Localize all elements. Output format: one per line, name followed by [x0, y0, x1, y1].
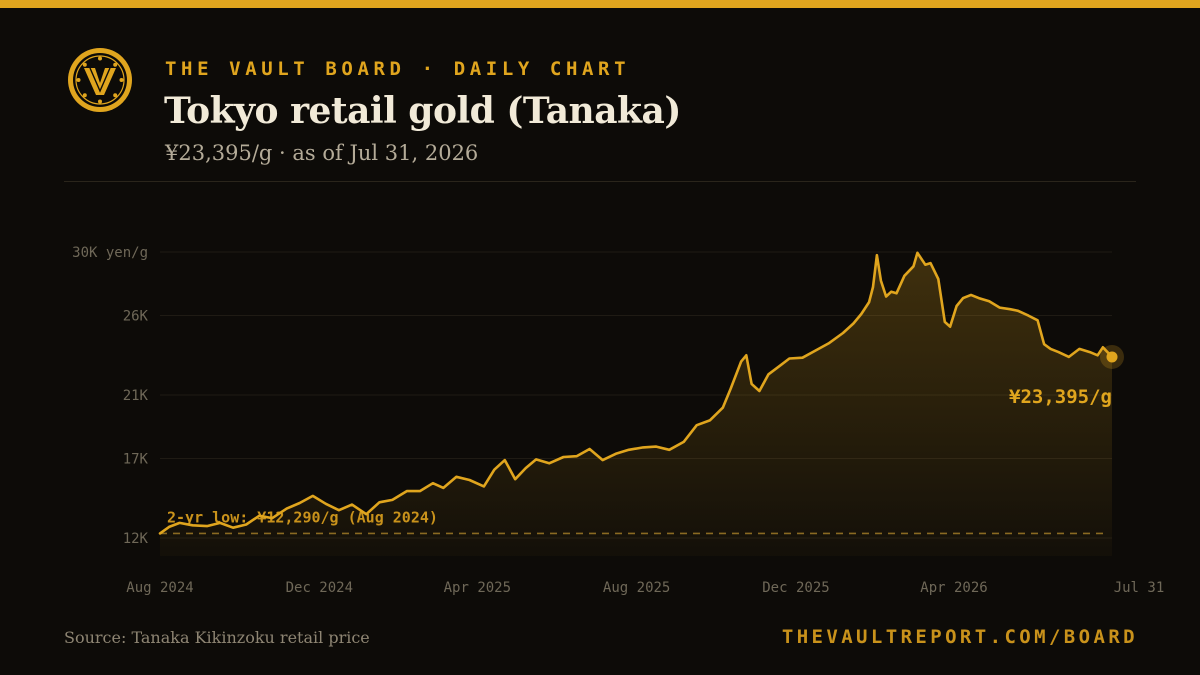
- vault-logo-icon: [68, 48, 132, 112]
- x-tick-label: Aug 2024: [126, 580, 193, 596]
- x-tick-label: Apr 2025: [444, 580, 511, 596]
- source-note: Source: Tanaka Kikinzoku retail price: [64, 628, 370, 647]
- price-line: [158, 251, 1114, 535]
- x-tick-label: Aug 2025: [603, 580, 670, 596]
- price-subtitle: ¥23,395/g · as of Jul 31, 2026: [165, 141, 479, 165]
- y-tick-label: 17K: [123, 452, 149, 468]
- brand-kicker: THE VAULT BOARD · DAILY CHART: [165, 58, 631, 80]
- page-title: Tokyo retail gold (Tanaka): [164, 90, 681, 132]
- site-link[interactable]: THEVAULTREPORT.COM/BOARD: [781, 626, 1138, 648]
- price-area: [160, 252, 1112, 557]
- header-divider: [64, 181, 1136, 182]
- y-tick-label: 30K yen/g: [72, 245, 148, 261]
- x-tick-label: Dec 2024: [286, 580, 353, 596]
- latest-point: [1106, 351, 1118, 363]
- y-tick-label: 26K: [123, 309, 149, 325]
- two-year-low-label: 2-yr low: ¥12,290/g (Aug 2024): [167, 508, 438, 526]
- y-tick-label: 21K: [123, 388, 149, 404]
- x-tick-label: Apr 2026: [920, 580, 987, 596]
- x-tick-label: Jul 31: [1114, 580, 1165, 596]
- x-tick-label: Dec 2025: [762, 580, 829, 596]
- y-tick-label: 12K: [123, 531, 149, 547]
- latest-price-label: ¥23,395/g: [1009, 386, 1112, 408]
- top-accent-bar: [0, 0, 1200, 8]
